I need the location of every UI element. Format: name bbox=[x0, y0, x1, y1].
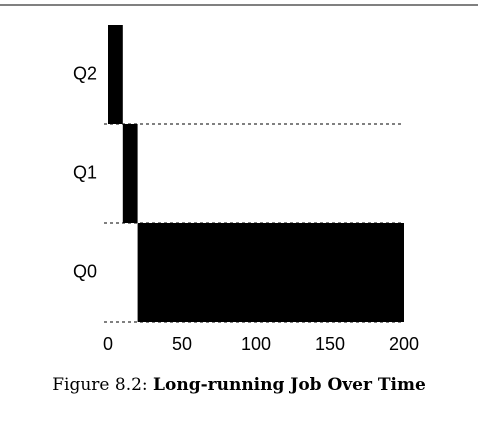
queue-label: Q1 bbox=[73, 162, 97, 182]
x-tick-label: 50 bbox=[172, 334, 192, 354]
chart-title: Long-running Job Over Time bbox=[153, 375, 426, 395]
x-tick-label: 150 bbox=[315, 334, 345, 354]
caption: Figure 8.2: Long-running Job Over Time bbox=[52, 375, 426, 395]
queue-label: Q2 bbox=[73, 63, 97, 83]
queue-label: Q0 bbox=[73, 261, 97, 281]
x-tick-label: 200 bbox=[389, 334, 419, 354]
job-segment bbox=[137, 223, 404, 322]
job-segment bbox=[108, 25, 123, 124]
job-segment bbox=[122, 124, 138, 223]
x-tick-label: 0 bbox=[103, 334, 113, 354]
caption-label: Figure 8.2: bbox=[52, 375, 147, 395]
x-tick-label: 100 bbox=[241, 334, 271, 354]
